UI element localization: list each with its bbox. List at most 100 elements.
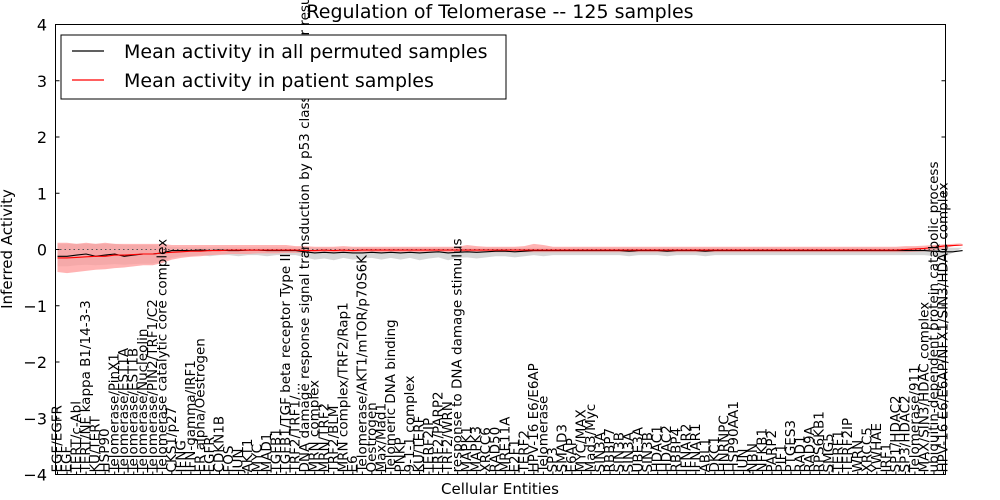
x-tick-label: HPV-16 E6/E6AP bbox=[526, 363, 542, 472]
x-tick-label: E6 bbox=[345, 455, 361, 472]
x-tick-label: FOS bbox=[221, 446, 237, 473]
x-tick-label: RBBP7 bbox=[602, 428, 618, 473]
x-tick-label: TERF1 bbox=[831, 430, 847, 474]
legend-label-permuted: Mean activity in all permuted samples bbox=[124, 41, 487, 63]
x-tick-label: Telomerase/Nucleolin bbox=[135, 329, 151, 474]
y-tick-label: 3 bbox=[37, 72, 47, 91]
x-tick-label: Telomerase/PIN2/TRF1/C2 bbox=[145, 299, 161, 473]
x-tick-label: EGF/EGFR bbox=[50, 405, 66, 472]
confidence-bands bbox=[57, 242, 963, 274]
x-tick-label: TRF2/PARP2 bbox=[431, 391, 447, 473]
x-tick-label: Telomerase/EST1B bbox=[126, 348, 142, 474]
x-tick-label: Oestrogen bbox=[364, 402, 380, 472]
x-tick-label: Mad3/Myc bbox=[583, 404, 599, 473]
legend-label-patient: Mean activity in patient samples bbox=[124, 70, 434, 92]
x-tick-label: JUN bbox=[735, 448, 751, 473]
x-tick-label: ER alpha/Oestrogen bbox=[192, 338, 208, 472]
x-tick-label: CKS1/p27 bbox=[164, 407, 180, 473]
x-tick-label: Telomerase/AKT1/mTOR/p70S6K bbox=[354, 254, 370, 474]
x-tick-label: NBN bbox=[745, 443, 761, 472]
x-tick-label: IFN-gamma/IRF1 bbox=[183, 360, 199, 472]
x-tick-label: CDKN1B bbox=[212, 416, 228, 473]
plot-frame bbox=[55, 24, 946, 475]
x-tick-label: Telomerase catalytic core complex bbox=[154, 239, 170, 474]
x-tick-label: AKT1 bbox=[240, 439, 256, 473]
y-tick-label: −2 bbox=[23, 353, 47, 372]
x-tick-label: MAPK3 bbox=[469, 426, 485, 472]
y-ticks: 4 3 2 1 0 −1 −2 −3 −4 bbox=[23, 16, 946, 485]
y-tick-label: 4 bbox=[37, 16, 47, 35]
x-tick-label: IFNG bbox=[173, 440, 189, 472]
x-tick-label: WRN bbox=[850, 440, 866, 473]
x-tick-label: Telomerase/911 bbox=[907, 365, 923, 473]
x-tick-label: TERF2IP bbox=[421, 418, 437, 474]
x-tick-label: HSP90 bbox=[97, 428, 113, 472]
x-tick-label: Telomeric DNA binding bbox=[383, 319, 399, 473]
x-tick-label: HDAC1 bbox=[650, 425, 666, 472]
x-tick-label: MAPK1 bbox=[459, 426, 475, 472]
x-tick-label: PIF1 bbox=[774, 444, 790, 472]
x-tick-label: SP1/HDAC2 bbox=[888, 395, 904, 472]
x-tick-label: SP3 bbox=[545, 447, 561, 472]
y-tick-label: 1 bbox=[37, 184, 47, 203]
x-tick-label: SIN3B bbox=[640, 432, 656, 473]
x-tick-label: TGFB1 bbox=[269, 428, 285, 473]
x-tick-label: TERT/c-Abl bbox=[69, 401, 85, 474]
x-tick-label: IFNAR1 bbox=[688, 423, 704, 472]
x-tick-label: RAD50 bbox=[488, 427, 504, 473]
x-tick-label: response to DNA damage stimulus bbox=[450, 238, 466, 472]
x-tick-label: SMG5 bbox=[821, 433, 837, 472]
y-tick-label: −3 bbox=[23, 409, 47, 428]
y-tick-label: 0 bbox=[37, 241, 47, 260]
x-tick-label: RAD9A bbox=[802, 425, 818, 472]
x-tick-label: HNRNPC bbox=[716, 415, 732, 472]
x-tick-label: NFKB1 bbox=[755, 428, 771, 473]
patient-range-band bbox=[57, 242, 963, 274]
x-tick-label: UBE3A bbox=[631, 426, 647, 472]
y-tick-label: −1 bbox=[23, 297, 47, 316]
x-tick-label: TERF2IP bbox=[840, 418, 856, 474]
x-tick-label: MAX/SIN3/HDAC complex bbox=[916, 302, 932, 473]
x-tick-label: PNKP bbox=[393, 437, 409, 472]
x-tick-label: MRN/TRF2 bbox=[316, 403, 332, 473]
x-tick-label: TERT/NF kappa B1/14-3-3 bbox=[78, 300, 94, 473]
x-tick-label: MYC/MAX bbox=[574, 409, 590, 472]
x-tick-label: HDAC2 bbox=[659, 425, 675, 472]
x-tick-label: SIN3A bbox=[621, 431, 637, 472]
x-tick-label: RAD1 bbox=[793, 435, 809, 472]
x-tick-label: KU/TERT bbox=[88, 415, 104, 472]
x-tick-label: SP3/HDAC2 bbox=[897, 395, 913, 472]
x-tick-label: HPV-16 E6/E6AP/NFX1/SIN3/HDAC complex bbox=[936, 182, 952, 472]
x-tick-label: ABL1 bbox=[697, 438, 713, 473]
x-tick-label: EGFR bbox=[202, 436, 218, 472]
x-tick-label: XRCC6 bbox=[478, 427, 494, 472]
series-lines bbox=[55, 244, 963, 259]
x-tick-label: SIN3B bbox=[612, 432, 628, 473]
x-tick-label: E2F1 bbox=[507, 439, 523, 472]
x-tick-label: DNA damage response signal transduction … bbox=[297, 0, 313, 473]
legend-box bbox=[60, 34, 507, 100]
x-tick-label: Telomerase/EST1A bbox=[116, 347, 132, 473]
x-tick-label: SIN3A bbox=[593, 431, 609, 472]
x-tick-label: IRF1 bbox=[878, 443, 894, 473]
x-tick-label: SMAD3 bbox=[554, 424, 570, 472]
x-tick-label: DKC1 bbox=[707, 436, 723, 473]
x-axis-label: Cellular Entities bbox=[441, 480, 559, 498]
x-tick-label: YWHAE bbox=[869, 423, 885, 474]
x-tick-label: MRN complex/TRF2/Rap1 bbox=[335, 302, 351, 472]
x-tick-label: MAD1 bbox=[259, 433, 275, 473]
x-tick-label: ubiquitin-dependent protein catabolic pr… bbox=[926, 162, 942, 473]
x-tick-label: Max/Mad1 bbox=[373, 403, 389, 473]
x-tick-label: XRCC5 bbox=[859, 427, 875, 472]
x-tick-label: PTGES3 bbox=[783, 420, 799, 473]
x-tick-label: Telomerase bbox=[535, 396, 551, 474]
patient-mean-line bbox=[57, 244, 963, 259]
x-tick-label: EGF bbox=[59, 446, 75, 473]
x-tick-label: PARP2 bbox=[764, 430, 780, 473]
legend: Mean activity in all permuted samples Me… bbox=[60, 34, 507, 100]
x-tick-label: RPS6KB1 bbox=[812, 411, 828, 472]
x-tick-label: RBBP4 bbox=[669, 428, 685, 473]
x-tick-label: Telomerase/PinX1 bbox=[107, 353, 123, 473]
